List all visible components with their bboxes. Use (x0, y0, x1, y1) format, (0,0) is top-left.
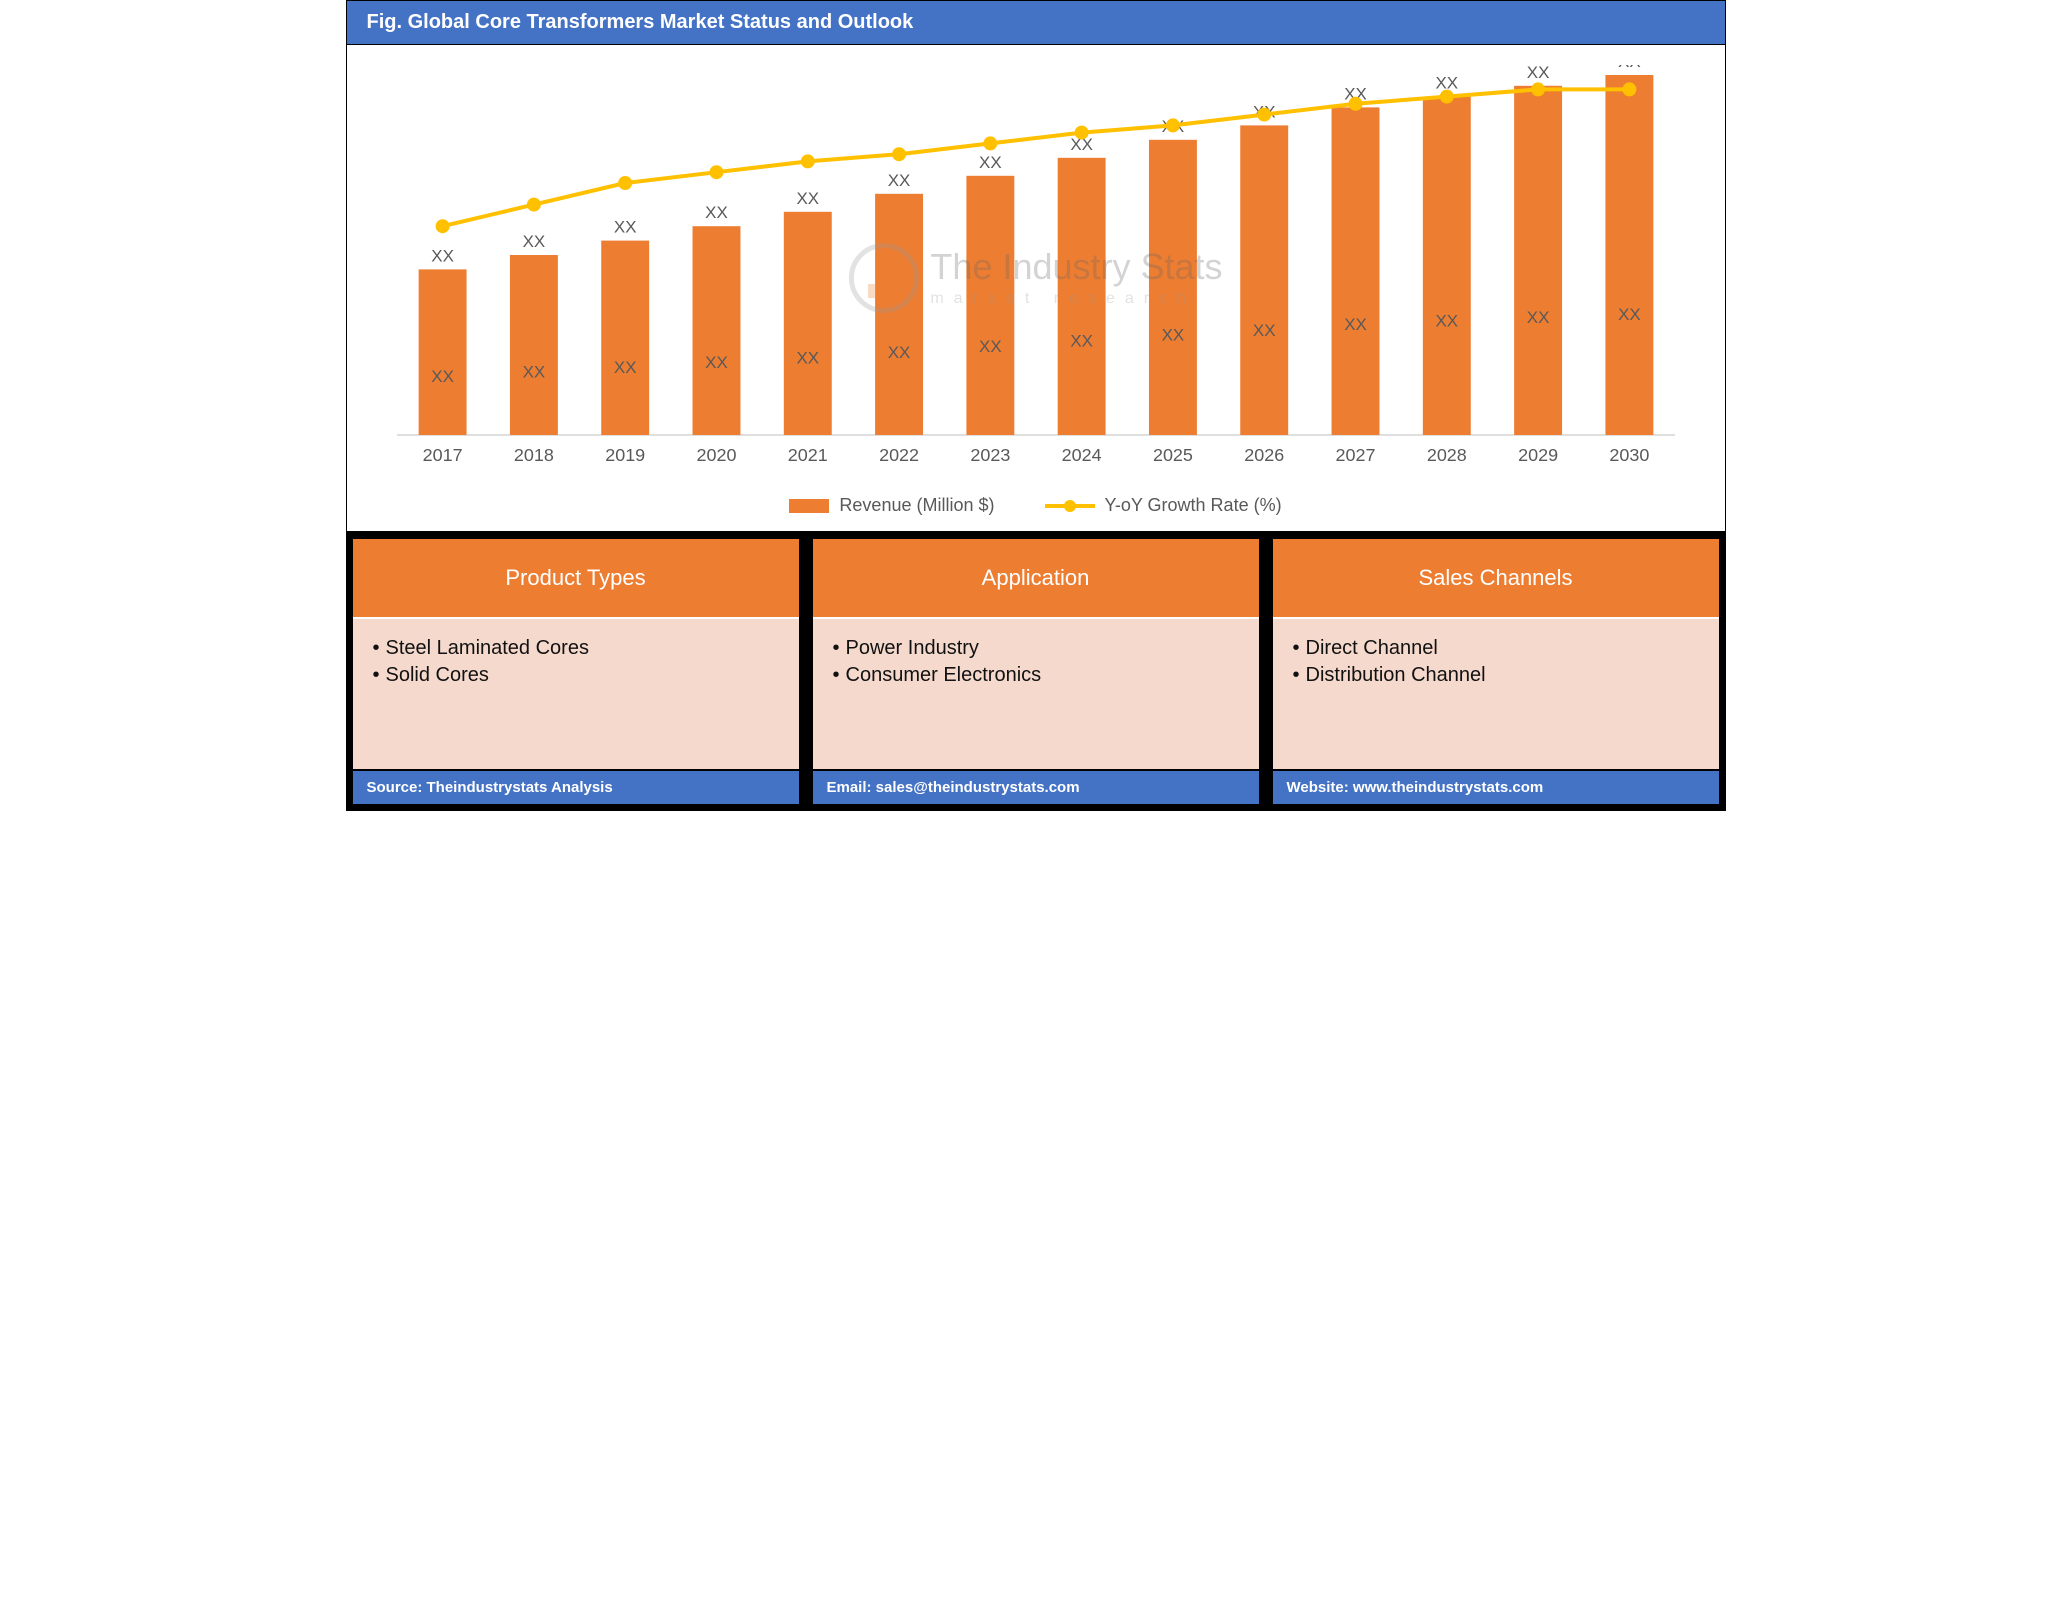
svg-text:XX: XX (522, 232, 545, 251)
svg-text:2027: 2027 (1335, 445, 1375, 465)
svg-text:2017: 2017 (422, 445, 462, 465)
chart-legend: Revenue (Million $) Y-oY Growth Rate (%) (377, 485, 1695, 521)
svg-text:XX: XX (979, 153, 1002, 172)
svg-text:XX: XX (522, 362, 545, 381)
svg-text:2030: 2030 (1609, 445, 1649, 465)
svg-text:2021: 2021 (787, 445, 827, 465)
svg-text:2020: 2020 (696, 445, 736, 465)
svg-text:XX: XX (887, 171, 910, 190)
svg-text:2029: 2029 (1518, 445, 1558, 465)
legend-item-revenue: Revenue (Million $) (789, 495, 994, 516)
legend-swatch-bar (789, 499, 829, 513)
list-item: Distribution Channel (1293, 664, 1699, 687)
svg-text:XX: XX (1526, 308, 1549, 327)
panel-body: Steel Laminated Cores Solid Cores (353, 619, 799, 769)
footer-row: Source: Theindustrystats Analysis Email:… (346, 770, 1726, 811)
info-panels-row: Product Types Steel Laminated Cores Soli… (346, 532, 1726, 770)
svg-text:XX: XX (1618, 305, 1641, 324)
svg-text:2019: 2019 (605, 445, 645, 465)
svg-text:2022: 2022 (879, 445, 919, 465)
list-item: Consumer Electronics (833, 664, 1239, 687)
svg-text:XX: XX (613, 358, 636, 377)
list-item: Power Industry (833, 637, 1239, 660)
panel-body: Power Industry Consumer Electronics (813, 619, 1259, 769)
svg-text:XX: XX (1344, 315, 1367, 334)
panel-header: Sales Channels (1273, 539, 1719, 619)
svg-text:2018: 2018 (513, 445, 553, 465)
legend-label-revenue: Revenue (Million $) (839, 495, 994, 516)
footer-website: Website: www.theindustrystats.com (1272, 770, 1720, 805)
footer-source: Source: Theindustrystats Analysis (352, 770, 800, 805)
svg-text:2028: 2028 (1426, 445, 1466, 465)
list-item: Solid Cores (373, 664, 779, 687)
panel-header: Product Types (353, 539, 799, 619)
legend-swatch-line (1045, 504, 1095, 508)
svg-text:2024: 2024 (1061, 445, 1101, 465)
svg-text:XX: XX (431, 367, 454, 386)
svg-text:XX: XX (431, 246, 454, 265)
chart-container: XX XX 2017 XX XX 2018 XX XX 2019 XX XX 2020 XX XX 2021… (346, 45, 1726, 532)
legend-item-growth: Y-oY Growth Rate (%) (1045, 495, 1282, 516)
svg-text:XX: XX (1435, 312, 1458, 331)
svg-text:XX: XX (613, 218, 636, 237)
footer-email: Email: sales@theindustrystats.com (812, 770, 1260, 805)
svg-text:XX: XX (1161, 326, 1184, 345)
list-item: Direct Channel (1293, 637, 1699, 660)
svg-text:XX: XX (796, 189, 819, 208)
list-item: Steel Laminated Cores (373, 637, 779, 660)
svg-text:XX: XX (1252, 321, 1275, 340)
svg-text:XX: XX (1070, 331, 1093, 350)
panel-application: Application Power Industry Consumer Elec… (812, 538, 1260, 770)
combo-chart: XX XX 2017 XX XX 2018 XX XX 2019 XX XX 2020 XX XX 2021… (377, 65, 1695, 485)
svg-text:2025: 2025 (1152, 445, 1192, 465)
svg-text:2023: 2023 (970, 445, 1010, 465)
figure-title-bar: Fig. Global Core Transformers Market Sta… (346, 0, 1726, 45)
svg-text:XX: XX (1618, 65, 1641, 71)
svg-text:XX: XX (887, 343, 910, 362)
svg-text:XX: XX (979, 337, 1002, 356)
figure-title: Fig. Global Core Transformers Market Sta… (367, 11, 914, 33)
svg-text:XX: XX (796, 349, 819, 368)
svg-text:XX: XX (705, 353, 728, 372)
panel-header: Application (813, 539, 1259, 619)
svg-text:XX: XX (1526, 65, 1549, 82)
legend-label-growth: Y-oY Growth Rate (%) (1105, 495, 1282, 516)
panel-product-types: Product Types Steel Laminated Cores Soli… (352, 538, 800, 770)
svg-text:2026: 2026 (1244, 445, 1284, 465)
svg-text:XX: XX (705, 203, 728, 222)
panel-body: Direct Channel Distribution Channel (1273, 619, 1719, 769)
panel-sales-channels: Sales Channels Direct Channel Distributi… (1272, 538, 1720, 770)
